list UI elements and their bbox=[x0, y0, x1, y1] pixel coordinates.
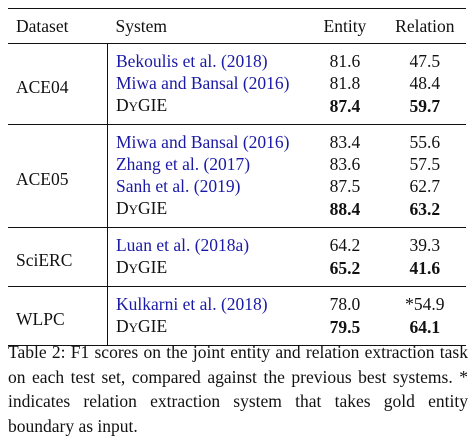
entity-score: 83.4 bbox=[329, 132, 361, 152]
relation-score: 47.5 bbox=[409, 51, 441, 71]
table-row: ACE04 Bekoulis et al. (2018) 81.6 47.5 bbox=[8, 43, 466, 125]
relation-score-best: 64.1 bbox=[383, 315, 466, 346]
entity-score: 64.2 bbox=[329, 235, 361, 255]
entity-score-best: 65.2 bbox=[306, 256, 384, 287]
relation-score: 55.6 bbox=[409, 132, 441, 152]
table-header-row: Dataset System Entity Relation bbox=[8, 8, 466, 44]
system-citation-link[interactable]: Miwa and Bansal (2016) bbox=[115, 132, 290, 152]
entity-score: 87.5 bbox=[329, 176, 361, 196]
group-scierc: SciERC Luan et al. (2018a) 64.2 39.3 DYG… bbox=[8, 227, 466, 287]
table-row: Miwa and Bansal (2016) 81.8 48.4 bbox=[8, 72, 466, 94]
system-name-dygie: DYGIE bbox=[107, 256, 307, 287]
dataset-cell: ACE04 bbox=[8, 43, 108, 125]
relation-score: 39.3 bbox=[409, 235, 441, 255]
table-row: WLPC Kulkarni et al. (2018) 78.0 *54.9 bbox=[8, 286, 466, 346]
table-caption: Table 2: F1 scores on the joint entity a… bbox=[8, 342, 468, 436]
group-wlpc: WLPC Kulkarni et al. (2018) 78.0 *54.9 D… bbox=[8, 286, 466, 346]
results-table: Dataset System Entity Relation ACE04 Bek… bbox=[8, 8, 466, 346]
header-relation: Relation bbox=[383, 8, 466, 44]
system-citation-link[interactable]: Bekoulis et al. (2018) bbox=[115, 51, 268, 71]
relation-score: 57.5 bbox=[409, 154, 441, 174]
header-system: System bbox=[107, 8, 307, 44]
table-row: DYGIE 87.4 59.7 bbox=[8, 94, 466, 125]
dataset-cell: SciERC bbox=[8, 227, 108, 287]
entity-score: 83.6 bbox=[329, 154, 361, 174]
table-row: DYGIE 88.4 63.2 bbox=[8, 197, 466, 228]
system-citation-link[interactable]: Kulkarni et al. (2018) bbox=[115, 294, 268, 314]
system-citation-link[interactable]: Zhang et al. (2017) bbox=[115, 154, 251, 174]
table-row: Zhang et al. (2017) 83.6 57.5 bbox=[8, 153, 466, 175]
table-row: Sanh et al. (2019) 87.5 62.7 bbox=[8, 175, 466, 197]
dataset-cell: WLPC bbox=[8, 286, 108, 346]
entity-score: 78.0 bbox=[329, 294, 361, 314]
system-citation-link[interactable]: Luan et al. (2018a) bbox=[115, 235, 250, 255]
relation-score: *54.9 bbox=[405, 294, 445, 314]
entity-score-best: 87.4 bbox=[306, 94, 384, 125]
table-row: DYGIE 65.2 41.6 bbox=[8, 256, 466, 287]
header-dataset: Dataset bbox=[8, 8, 108, 44]
system-name-dygie: DYGIE bbox=[107, 94, 307, 125]
entity-score: 81.8 bbox=[329, 73, 361, 93]
table-row: ACE05 Miwa and Bansal (2016) 83.4 55.6 bbox=[8, 124, 466, 228]
system-citation-link[interactable]: Sanh et al. (2019) bbox=[115, 176, 241, 196]
relation-score-best: 59.7 bbox=[383, 94, 466, 125]
relation-score: 48.4 bbox=[409, 73, 441, 93]
dataset-cell: ACE05 bbox=[8, 124, 108, 228]
relation-score-best: 63.2 bbox=[383, 197, 466, 228]
table-row: DYGIE 79.5 64.1 bbox=[8, 315, 466, 346]
group-ace04: ACE04 Bekoulis et al. (2018) 81.6 47.5 M… bbox=[8, 43, 466, 125]
system-name-dygie: DYGIE bbox=[107, 197, 307, 228]
table-row: SciERC Luan et al. (2018a) 64.2 39.3 bbox=[8, 227, 466, 287]
relation-score: 62.7 bbox=[409, 176, 441, 196]
system-citation-link[interactable]: Miwa and Bansal (2016) bbox=[115, 73, 290, 93]
system-name-dygie: DYGIE bbox=[107, 315, 307, 346]
entity-score-best: 79.5 bbox=[306, 315, 384, 346]
group-ace05: ACE05 Miwa and Bansal (2016) 83.4 55.6 Z… bbox=[8, 124, 466, 228]
results-table-container: Dataset System Entity Relation ACE04 Bek… bbox=[8, 8, 466, 346]
relation-score-best: 41.6 bbox=[383, 256, 466, 287]
entity-score: 81.6 bbox=[329, 51, 361, 71]
header-entity: Entity bbox=[306, 8, 384, 44]
entity-score-best: 88.4 bbox=[306, 197, 384, 228]
